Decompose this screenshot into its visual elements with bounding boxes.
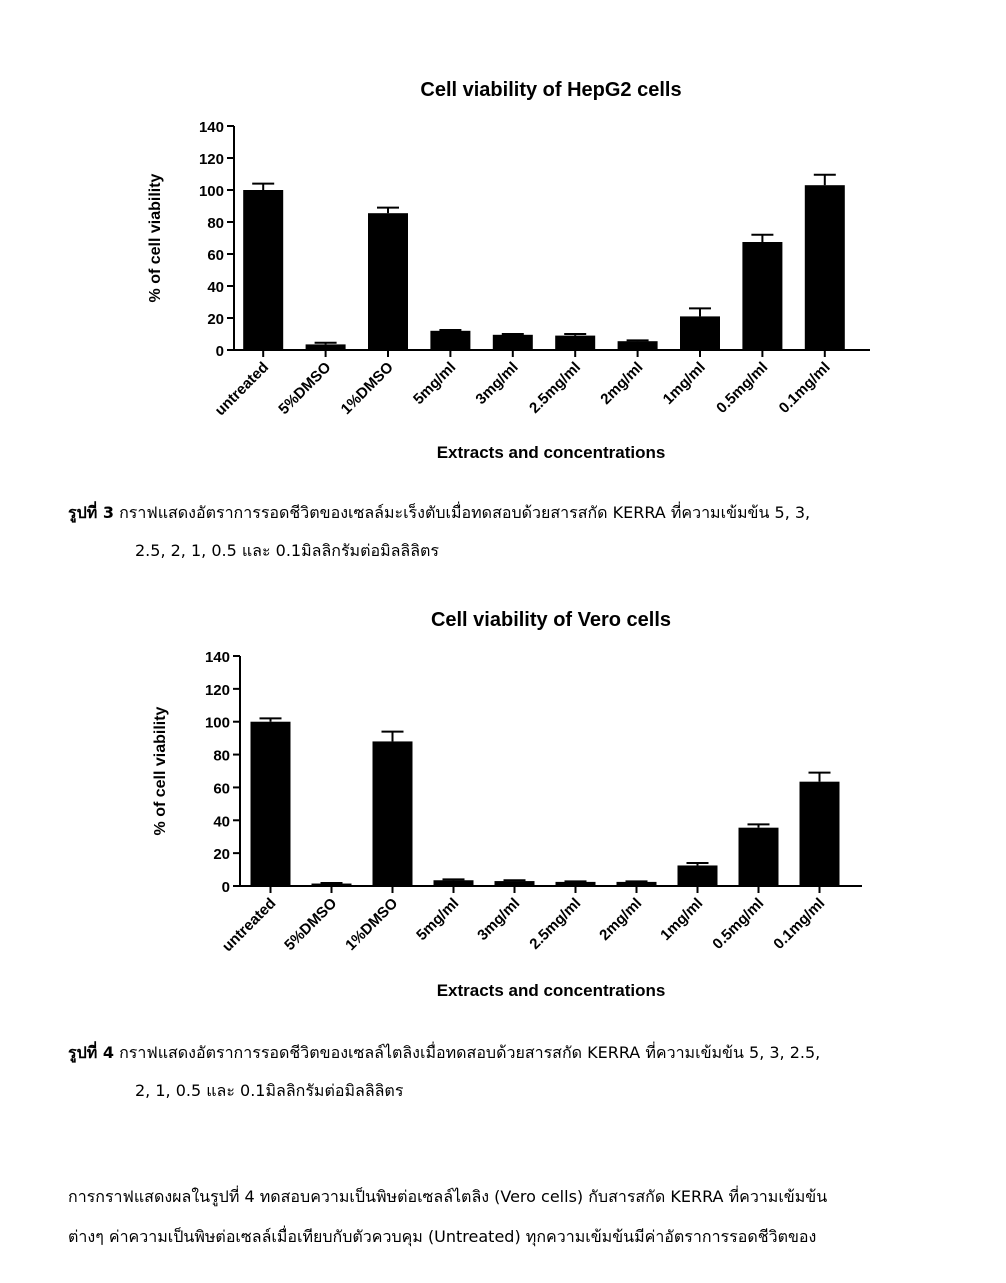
figure-4-caption-line2: 2, 1, 0.5 และ 0.1มิลลิกรัมต่อมิลลิลิตร	[135, 1081, 404, 1100]
y-tick-label: 40	[213, 813, 230, 830]
body-paragraph: การกราฟแสดงผลในรูปที่ 4 ทดสอบความเป็นพิษ…	[68, 1177, 948, 1257]
y-tick-label: 80	[207, 215, 224, 232]
x-tick-label: 2mg/ml	[597, 359, 646, 408]
x-tick-label: 5mg/ml	[413, 895, 462, 944]
y-tick-label: 20	[207, 311, 224, 328]
figure-3-label: รูปที่ 3	[68, 503, 114, 522]
bar	[430, 330, 471, 350]
x-tick-label: 1%DMSO	[342, 895, 401, 954]
bar	[555, 881, 596, 886]
bar	[617, 341, 658, 350]
y-tick-label: 80	[213, 748, 230, 765]
y-tick-label: 60	[213, 780, 230, 797]
y-tick-label: 120	[205, 682, 230, 699]
bar	[616, 881, 657, 886]
x-tick-label: 2mg/ml	[596, 895, 645, 944]
y-tick-label: 60	[207, 247, 224, 264]
bar	[243, 190, 284, 350]
y-tick-label: 0	[222, 879, 230, 896]
bar	[433, 880, 474, 886]
bar	[738, 827, 779, 886]
figure-3-caption-line2: 2.5, 2, 1, 0.5 และ 0.1มิลลิกรัมต่อมิลลิล…	[135, 541, 440, 560]
x-tick-label: 0.5mg/ml	[709, 895, 767, 953]
y-axis-label: % of cell viability	[147, 173, 164, 302]
x-tick-label: 2.5mg/ml	[526, 895, 584, 953]
vero-bar-chart: Cell viability of Vero cells 0 20 40 60 80 100…	[152, 609, 862, 1000]
bar	[677, 865, 718, 886]
bar	[742, 242, 783, 350]
figure-4-chart: Cell viability of Vero cells 0 20 40 60 80 100…	[0, 600, 1006, 1005]
paragraph-line2: ต่างๆ ค่าความเป็นพิษต่อเซลล์เมื่อเทียบกั…	[68, 1227, 817, 1246]
y-tick-label: 40	[207, 279, 224, 296]
y-tick-label: 140	[199, 119, 224, 136]
figure-4-caption-line1: กราฟแสดงอัตราการรอดชีวิตของเซลล์ไตลิงเมื…	[119, 1043, 821, 1062]
x-tick-label: untreated	[219, 895, 279, 955]
figure-3-caption: รูปที่ 3 กราฟแสดงอัตราการรอดชีวิตของเซลล…	[68, 494, 948, 570]
figure-4-caption: รูปที่ 4 กราฟแสดงอัตราการรอดชีวิตของเซลล…	[68, 1034, 948, 1110]
x-axis-label: Extracts and concentrations	[437, 443, 666, 462]
chart-title: Cell viability of HepG2 cells	[420, 79, 681, 101]
paragraph-line1: การกราฟแสดงผลในรูปที่ 4 ทดสอบความเป็นพิษ…	[68, 1187, 828, 1206]
hepg2-bar-chart: Cell viability of HepG2 cells 0 20 40 60 80 10…	[147, 79, 870, 462]
y-axis-label: % of cell viability	[152, 706, 169, 835]
x-tick-label: 1mg/ml	[657, 895, 706, 944]
figure-4-label: รูปที่ 4	[68, 1043, 114, 1062]
x-tick-label: 5%DMSO	[281, 895, 340, 954]
x-axis-label: Extracts and concentrations	[437, 981, 666, 1000]
bar	[372, 741, 413, 886]
y-tick-label: 100	[199, 183, 224, 200]
bar	[305, 344, 346, 350]
x-tick-label: 1mg/ml	[660, 359, 709, 408]
x-tick-label: 5%DMSO	[275, 359, 334, 418]
x-tick-label: 1%DMSO	[338, 359, 397, 418]
bar	[494, 881, 535, 886]
bar	[799, 781, 840, 886]
x-tick-label: 3mg/ml	[474, 895, 523, 944]
x-tick-label: 2.5mg/ml	[526, 359, 584, 417]
x-tick-label: 3mg/ml	[472, 359, 521, 408]
chart-title: Cell viability of Vero cells	[431, 609, 671, 631]
y-tick-label: 140	[205, 649, 230, 666]
bar	[555, 335, 596, 350]
figure-3-caption-line1: กราฟแสดงอัตราการรอดชีวิตของเซลล์มะเร็งตั…	[119, 503, 811, 522]
bar	[368, 213, 408, 350]
bar	[311, 883, 352, 886]
y-tick-label: 100	[205, 715, 230, 732]
bar	[804, 185, 845, 350]
x-tick-label: 0.5mg/ml	[713, 359, 771, 417]
x-tick-label: 0.1mg/ml	[770, 895, 828, 953]
y-tick-label: 120	[199, 151, 224, 168]
figure-3-chart: Cell viability of HepG2 cells 0 20 40 60 80 10…	[0, 70, 1006, 470]
y-tick-label: 20	[213, 846, 230, 863]
x-tick-label: 5mg/ml	[410, 359, 459, 408]
y-tick-label: 0	[216, 343, 224, 360]
bar	[250, 721, 291, 886]
bar	[492, 334, 533, 350]
x-tick-label: untreated	[212, 359, 272, 419]
x-tick-label: 0.1mg/ml	[776, 359, 834, 417]
bar	[680, 316, 720, 350]
